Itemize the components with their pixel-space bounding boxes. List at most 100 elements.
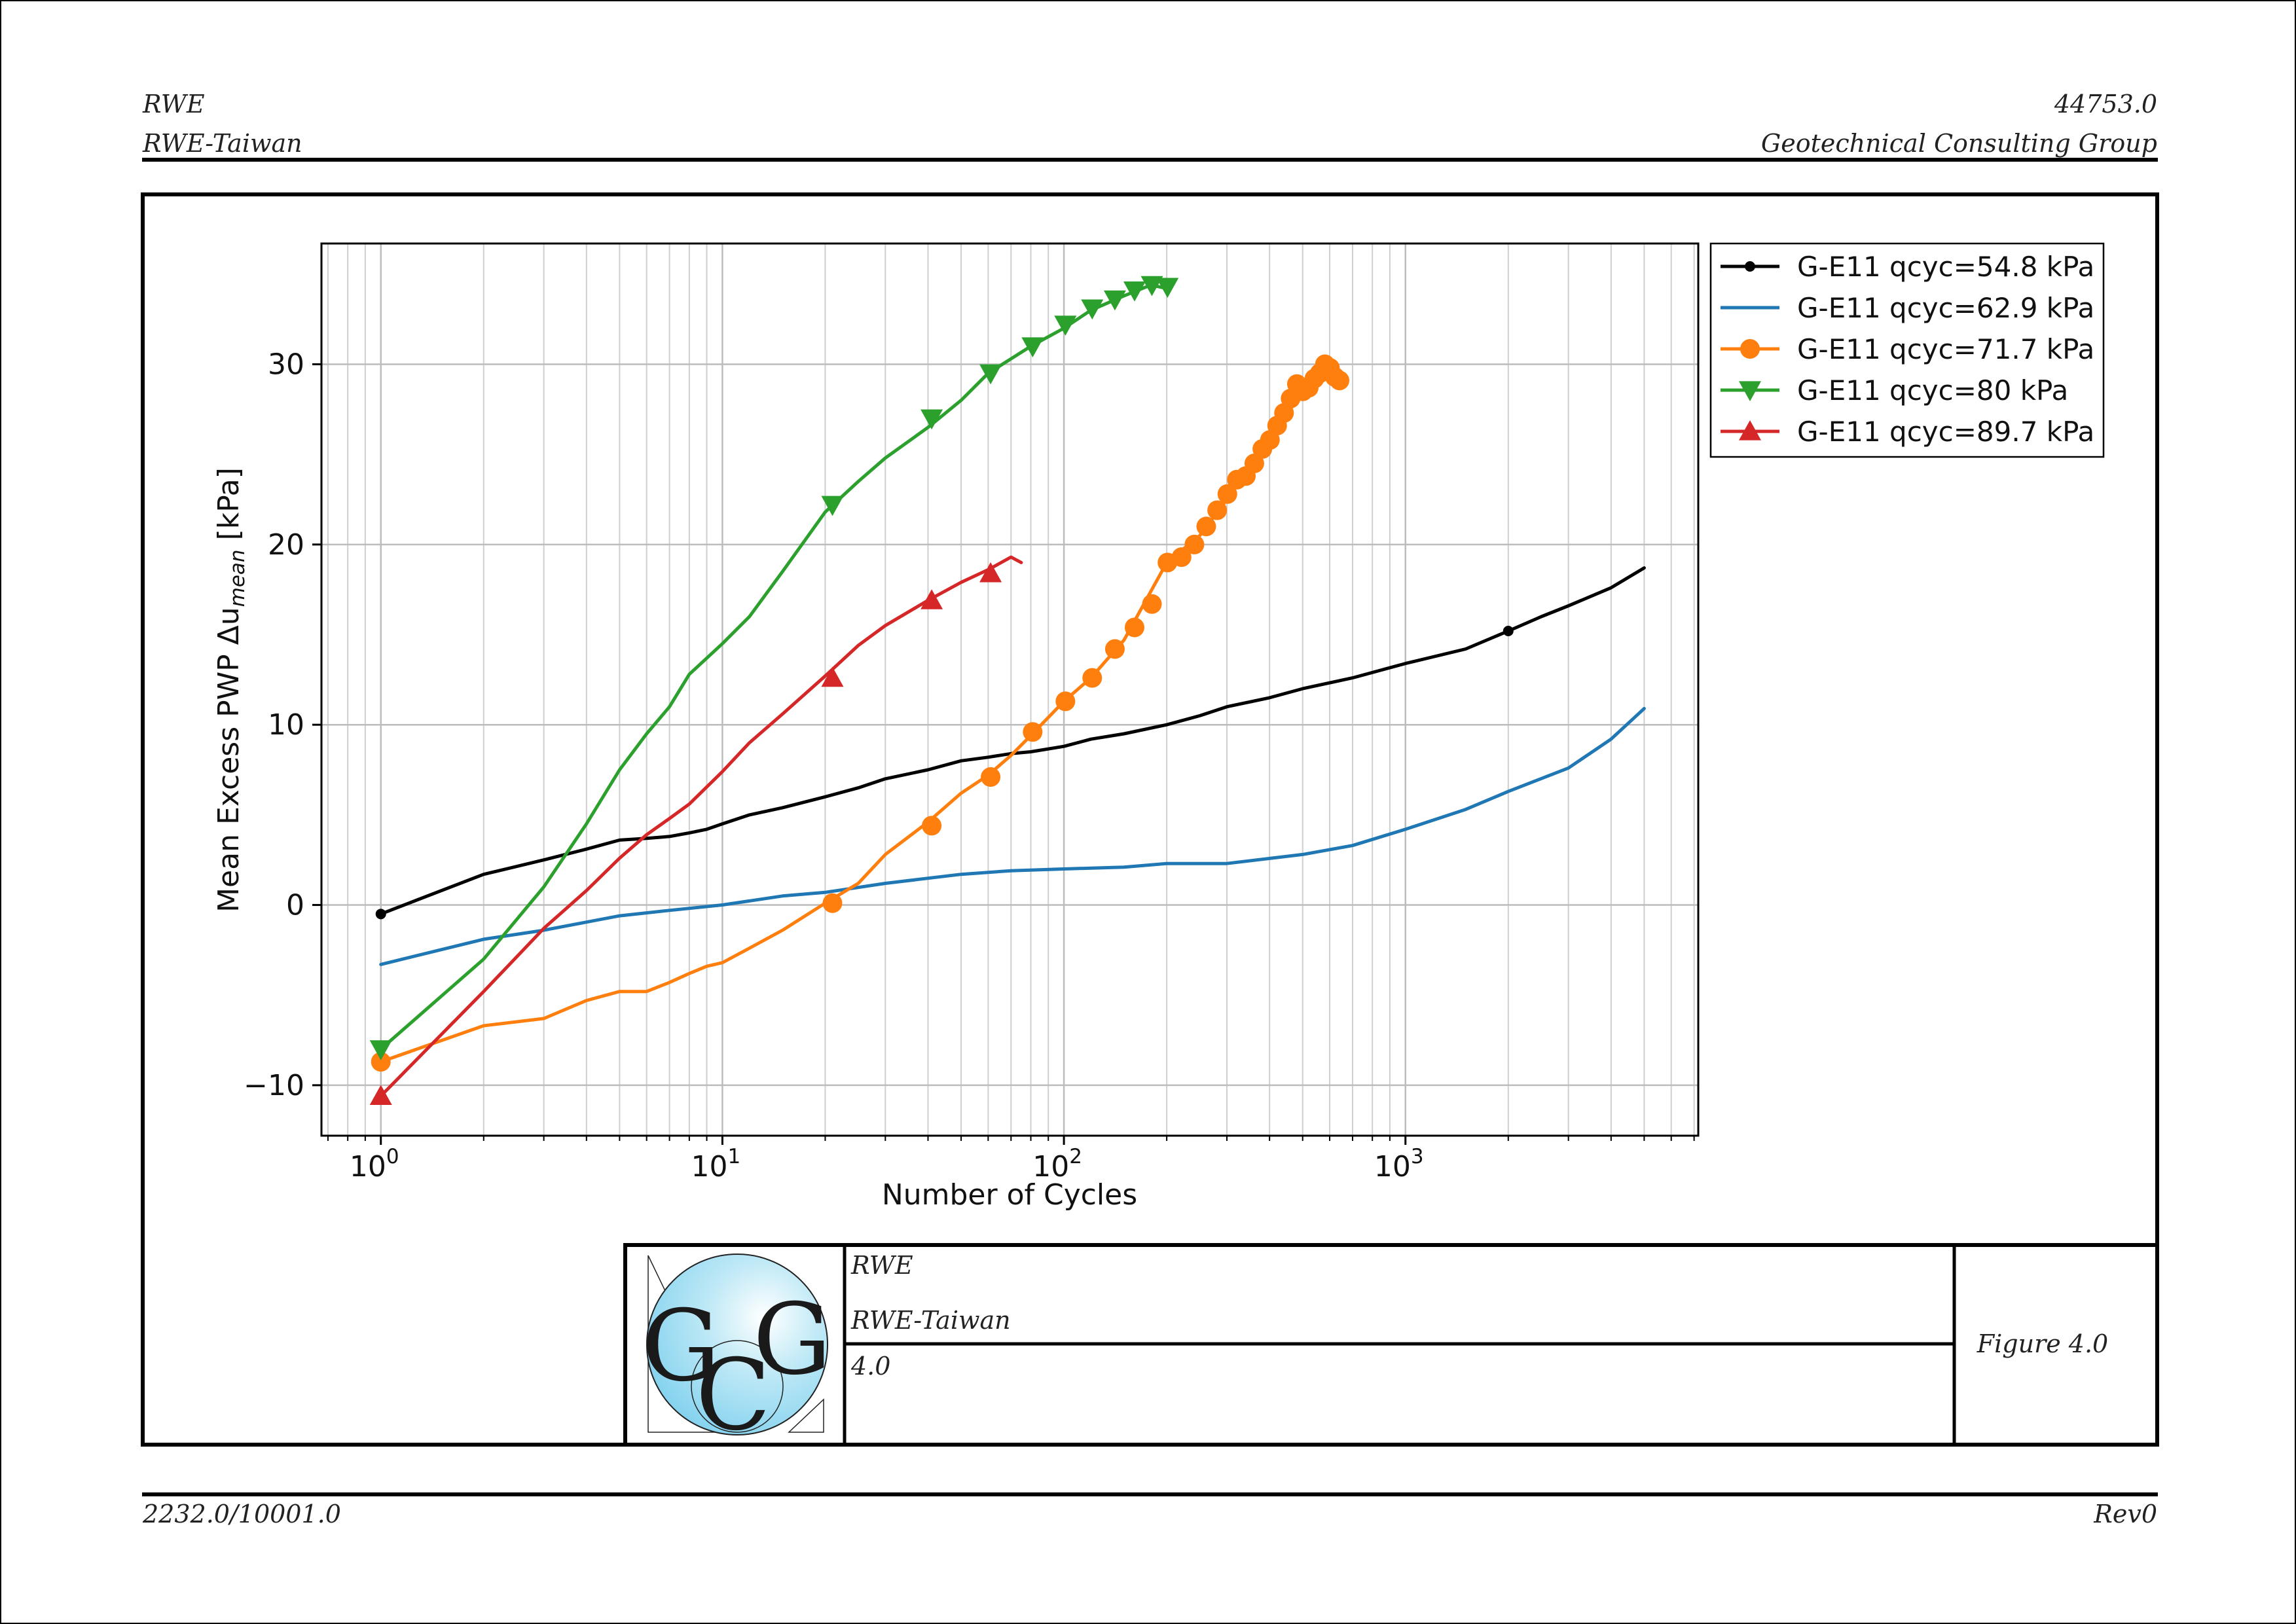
legend-swatch-marker: [1739, 381, 1761, 401]
series-marker: [1055, 691, 1076, 712]
header-company: Geotechnical Consulting Group: [1761, 129, 2157, 158]
series-marker: [979, 364, 1002, 385]
series-marker: [981, 767, 1001, 787]
x-tick-label-exponent: 1: [728, 1145, 741, 1168]
legend-entry: G-E11 qcyc=62.9 kPa: [1721, 292, 2094, 324]
series-marker: [1184, 534, 1205, 554]
title-block-figure-number: 4.0: [850, 1352, 890, 1380]
series-line: [379, 555, 1023, 1098]
title-block-frame: [623, 1243, 2159, 1447]
x-tick-label-base: 10: [1032, 1150, 1069, 1183]
x-tick-label: 103: [1374, 1145, 1424, 1183]
x-tick-label-exponent: 2: [1069, 1145, 1082, 1168]
series-marker: [1156, 278, 1179, 298]
title-block-client: RWE: [850, 1251, 913, 1280]
y-axis-label: Mean Excess PWP Δumean [kPa]: [212, 467, 249, 912]
series-marker: [922, 816, 942, 836]
plot-area: [320, 242, 1700, 1137]
x-tick-label: 102: [1032, 1145, 1082, 1183]
series-3: [371, 354, 1349, 1072]
footer-revision: Rev0: [2093, 1500, 2157, 1528]
y-tick-label: 10: [268, 708, 304, 742]
legend-swatch-marker: [1745, 261, 1755, 272]
series-layer: [369, 276, 1646, 1106]
series-marker: [371, 1052, 391, 1072]
legend-items: G-E11 qcyc=54.8 kPa G-E11 qcyc=62.9 kPa G-…: [1721, 251, 2094, 448]
series-marker: [1104, 639, 1125, 659]
x-tick-label-exponent: 0: [386, 1145, 399, 1168]
x-tick-label: 101: [691, 1145, 741, 1183]
series-marker: [1140, 276, 1163, 297]
x-tick-label-base: 10: [350, 1150, 386, 1183]
title-block: G C G RWE RWE-Taiwan 4.0 Figure 4.0: [623, 1243, 2159, 1453]
y-tick-label: 20: [268, 528, 304, 562]
series-marker: [1503, 626, 1514, 637]
title-block-figure-label: Figure 4.0: [1977, 1329, 2108, 1358]
legend: G-E11 qcyc=54.8 kPa G-E11 qcyc=62.9 kPa G-…: [1709, 242, 2105, 458]
legend-label: G-E11 qcyc=80 kPa: [1797, 374, 2068, 406]
legend-entry: G-E11 qcyc=80 kPa: [1721, 374, 2068, 406]
legend-swatch-marker: [1740, 339, 1760, 359]
x-tick-label-exponent: 3: [1411, 1145, 1424, 1168]
series-marker: [979, 562, 1002, 583]
series-2: [379, 706, 1646, 966]
series-marker: [1329, 370, 1349, 391]
y-tick-label: −10: [244, 1069, 304, 1102]
grid: [321, 244, 1698, 1136]
series-1: [375, 566, 1646, 920]
y-tick-label: 30: [268, 348, 304, 381]
series-marker: [1023, 722, 1043, 742]
x-tick-label-base: 10: [1374, 1150, 1411, 1183]
logo-letter-g-left: G: [642, 1290, 720, 1403]
legend-label: G-E11 qcyc=54.8 kPa: [1797, 251, 2094, 283]
series-marker: [821, 496, 844, 516]
series-line: [379, 566, 1646, 916]
series-line: [379, 706, 1646, 966]
legend-entry: G-E11 qcyc=54.8 kPa: [1721, 251, 2094, 283]
header-client: RWE: [142, 90, 205, 118]
logo-letter-c: C: [696, 1339, 771, 1453]
x-axis-label: Number of Cycles: [882, 1178, 1137, 1212]
series-marker: [1171, 547, 1192, 568]
logo-triangle-right: [788, 1398, 824, 1433]
title-block-project: RWE-Taiwan: [850, 1306, 1011, 1335]
series-marker: [1103, 290, 1126, 311]
series-marker: [1082, 668, 1102, 688]
series-marker: [1081, 299, 1104, 320]
series-marker: [920, 589, 943, 609]
series-line: [379, 283, 1169, 1051]
company-logo: G C G: [642, 1254, 831, 1453]
header-project: RWE-Taiwan: [142, 129, 302, 158]
header-job-number: 44753.0: [2054, 90, 2157, 118]
series-marker: [821, 666, 844, 687]
series-marker: [1123, 281, 1146, 302]
legend-label: G-E11 qcyc=62.9 kPa: [1797, 292, 2094, 324]
series-marker: [1244, 453, 1264, 473]
series-marker: [375, 909, 386, 920]
y-tick-label: 0: [286, 889, 304, 922]
legend-label: G-E11 qcyc=89.7 kPa: [1797, 416, 2094, 448]
footer-doc-ref: 2232.0/10001.0: [142, 1500, 341, 1528]
x-tick-label: 100: [350, 1145, 399, 1183]
x-tick-label-base: 10: [691, 1150, 728, 1183]
series-marker: [920, 409, 943, 430]
series-marker: [1196, 516, 1216, 537]
legend-label: G-E11 qcyc=71.7 kPa: [1797, 333, 2094, 365]
series-marker: [1207, 500, 1228, 520]
series-4: [369, 276, 1179, 1060]
series-5: [369, 555, 1023, 1106]
series-marker: [369, 1085, 392, 1106]
legend-swatch-marker: [1739, 420, 1761, 441]
legend-entry: G-E11 qcyc=89.7 kPa: [1721, 416, 2094, 448]
series-marker: [369, 1040, 392, 1060]
logo-letter-g-right: G: [753, 1283, 831, 1397]
y-axis-label-subscript: mean: [226, 549, 249, 607]
series-marker: [1142, 594, 1162, 614]
y-axis-label-main: Mean Excess PWP Δu: [212, 607, 246, 912]
y-axis-label-unit: [kPa]: [212, 467, 246, 549]
legend-entry: G-E11 qcyc=71.7 kPa: [1721, 333, 2094, 365]
